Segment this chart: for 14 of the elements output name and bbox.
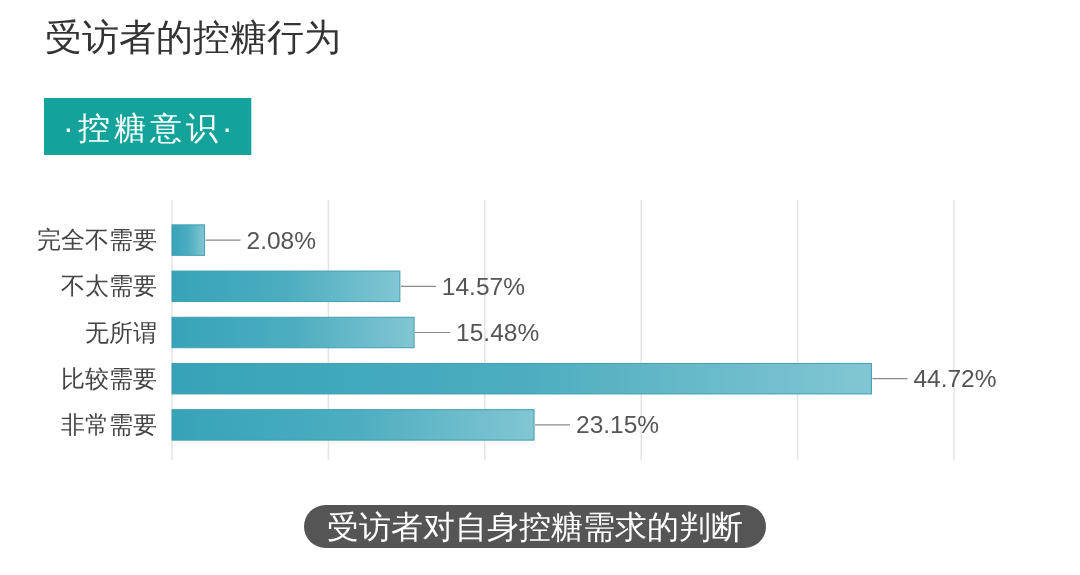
chart-subtitle: ·控糖意识·: [63, 110, 237, 146]
value-label: 2.08%: [246, 226, 316, 254]
subtitle: ·控糖意识·: [44, 98, 252, 155]
category: 比较需要: [61, 365, 157, 392]
category: 无所谓: [85, 319, 157, 346]
title: 受访者的控糖行为: [45, 17, 341, 58]
category: 非常需要: [61, 411, 157, 438]
annotation: 受访者对自身控糖需求的判断: [304, 505, 766, 548]
value-label: 15.48%: [456, 319, 540, 346]
value-label: 44.72%: [913, 365, 997, 393]
category: 不太需要: [61, 273, 157, 300]
category: 完全不需要: [37, 227, 157, 254]
value-label: 23.15%: [576, 411, 660, 439]
value-label: 14.57%: [441, 272, 525, 300]
